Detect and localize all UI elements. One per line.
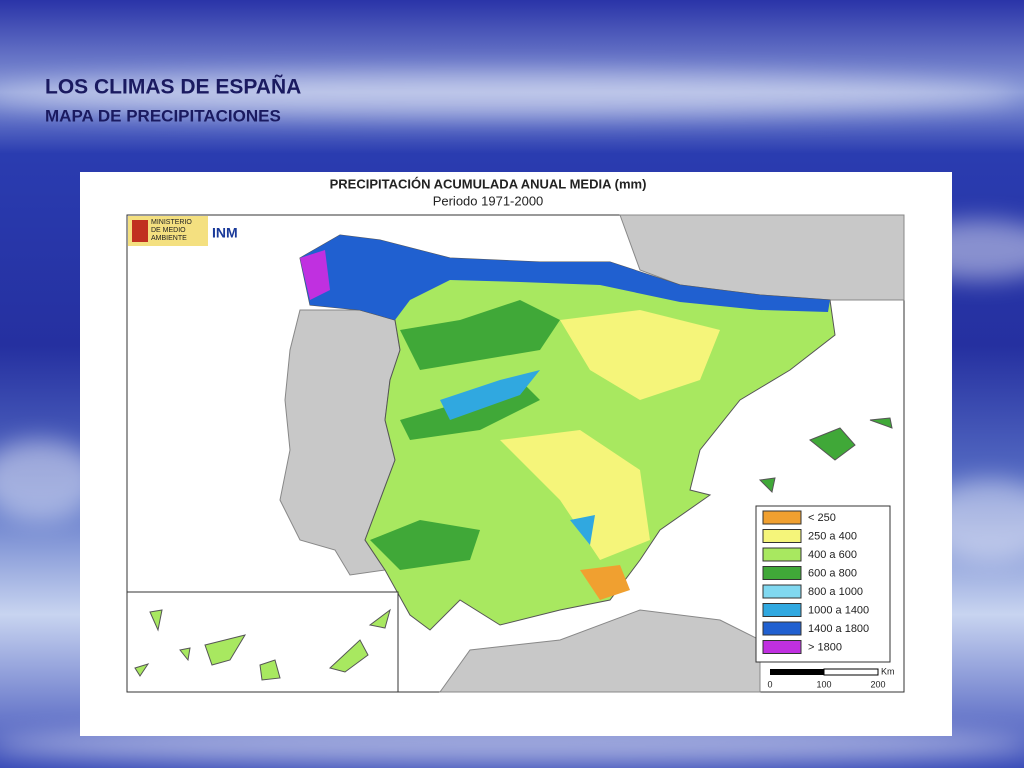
legend-label: 600 a 800 (808, 567, 857, 579)
ministry-line: MINISTERIO (151, 219, 192, 226)
ministry-line: AMBIENTE (151, 235, 187, 242)
slide-title: LOS CLIMAS DE ESPAÑA (45, 76, 301, 99)
ministry-line: DE MEDIO (151, 227, 186, 234)
canary-islands (134, 608, 391, 681)
legend-swatch (762, 510, 802, 525)
scale-bar: Km 0 100 200 (767, 666, 894, 689)
scale-tick: 100 (816, 679, 831, 689)
scale-segment (823, 668, 879, 676)
arid-area (580, 565, 630, 600)
legend-swatch (762, 603, 802, 617)
legend-label: 1000 a 1400 (808, 604, 869, 616)
africa (439, 609, 761, 693)
legend-label: 800 a 1000 (808, 586, 863, 598)
mountains (440, 370, 595, 545)
wet-areas (370, 300, 560, 570)
legend-swatch (762, 584, 802, 599)
legend-swatch (762, 547, 802, 562)
legend-label: 250 a 400 (808, 530, 857, 542)
map-period: Periodo 1971-2000 (433, 193, 544, 208)
scale-unit: Km (881, 666, 895, 676)
legend-swatch (762, 529, 802, 543)
legend-swatch (762, 566, 802, 580)
balearics (758, 417, 893, 494)
legend-swatch (762, 621, 802, 636)
legend-label: 1400 a 1800 (808, 623, 869, 635)
map-title: PRECIPITACIÓN ACUMULADA ANUAL MEDIA (mm) (330, 176, 647, 191)
legend-label: < 250 (808, 512, 836, 524)
dry-areas (500, 310, 720, 560)
galicia-max (300, 250, 330, 300)
shield (132, 220, 148, 242)
north-band (300, 235, 830, 320)
slide-subtitle: MAPA DE PRECIPITACIONES (45, 106, 281, 125)
scale-tick: 0 (767, 679, 772, 689)
legend-label: 400 a 600 (808, 549, 857, 561)
legend-label: > 1800 (808, 641, 842, 653)
agency: INM (212, 225, 238, 241)
scale-segment (770, 669, 824, 675)
legend-swatch (762, 640, 802, 654)
scale-tick: 200 (870, 679, 885, 689)
